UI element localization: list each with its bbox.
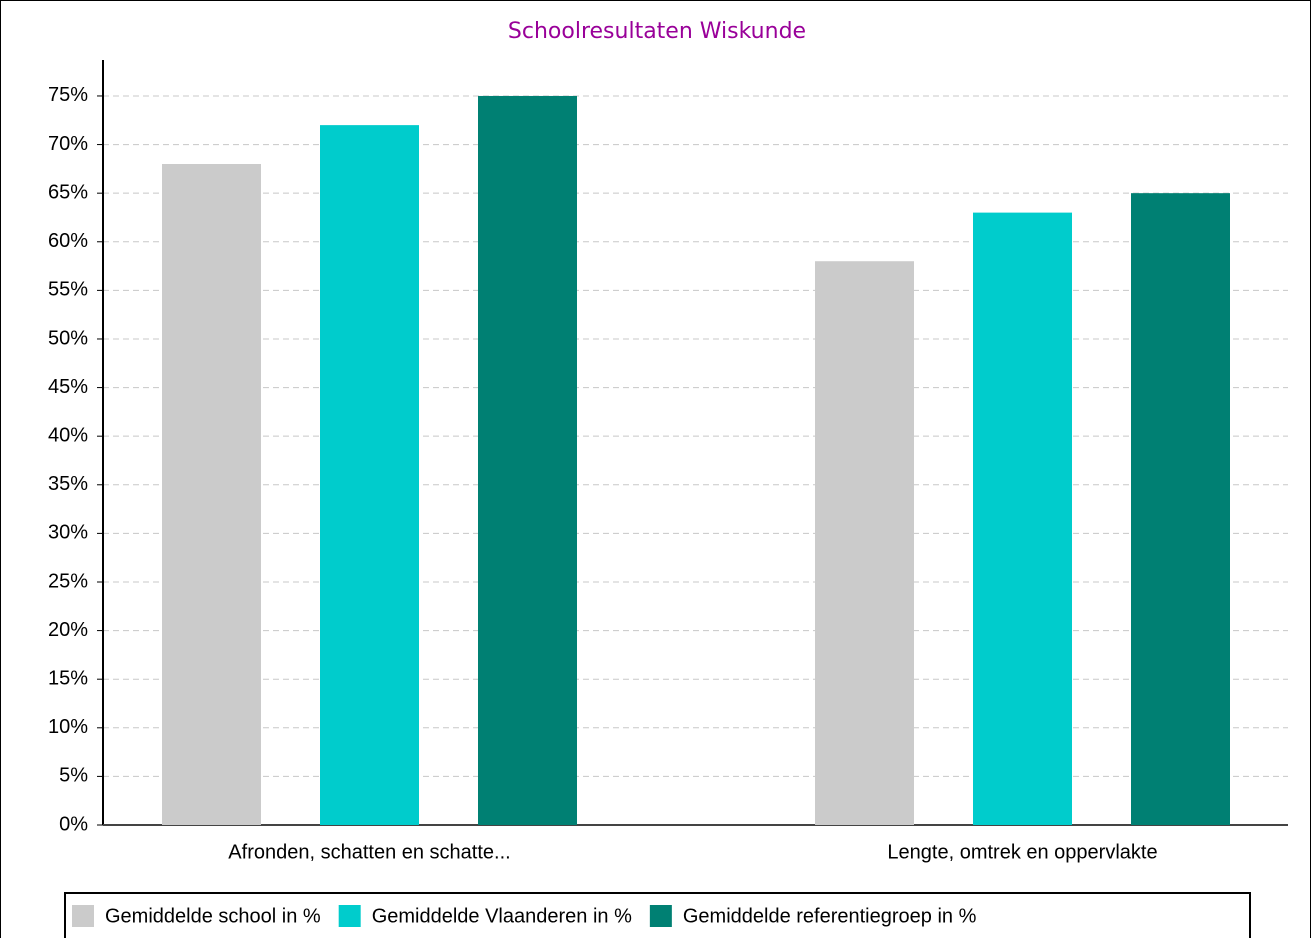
- chart-title: Schoolresultaten Wiskunde: [508, 19, 806, 44]
- legend-label: Gemiddelde school in %: [105, 905, 321, 927]
- bar: [478, 95, 577, 825]
- x-tick-label: Afronden, schatten en schatte...: [228, 841, 510, 863]
- bar: [1131, 193, 1230, 825]
- legend-label: Gemiddelde Vlaanderen in %: [372, 905, 632, 927]
- y-tick-label: 40%: [48, 424, 88, 446]
- legend-swatch: [649, 905, 672, 927]
- y-tick-label: 0%: [59, 813, 88, 835]
- bar: [320, 125, 419, 825]
- y-tick-label: 35%: [48, 473, 88, 495]
- legend-swatch: [72, 905, 94, 927]
- y-tick-label: 25%: [48, 570, 88, 592]
- y-tick-label: 5%: [59, 765, 88, 787]
- y-tick-label: 15%: [48, 667, 88, 689]
- y-tick-label: 70%: [48, 133, 88, 155]
- y-tick-label: 45%: [48, 376, 88, 398]
- legend-box: [64, 892, 1251, 938]
- y-tick-label: 10%: [48, 716, 88, 738]
- legend-swatch: [338, 905, 361, 927]
- y-tick-label: 20%: [48, 619, 88, 641]
- x-tick-label: Lengte, omtrek en oppervlakte: [887, 841, 1157, 863]
- y-tick-label: 65%: [48, 181, 88, 203]
- y-tick-label: 55%: [48, 279, 88, 301]
- y-tick-label: 30%: [48, 522, 88, 544]
- legend-label: Gemiddelde referentiegroep in %: [683, 905, 977, 927]
- bar: [162, 164, 261, 825]
- bar: [815, 261, 914, 825]
- bar: [973, 212, 1072, 825]
- y-tick-label: 75%: [48, 84, 88, 106]
- y-tick-label: 50%: [48, 327, 88, 349]
- y-tick-label: 60%: [48, 230, 88, 252]
